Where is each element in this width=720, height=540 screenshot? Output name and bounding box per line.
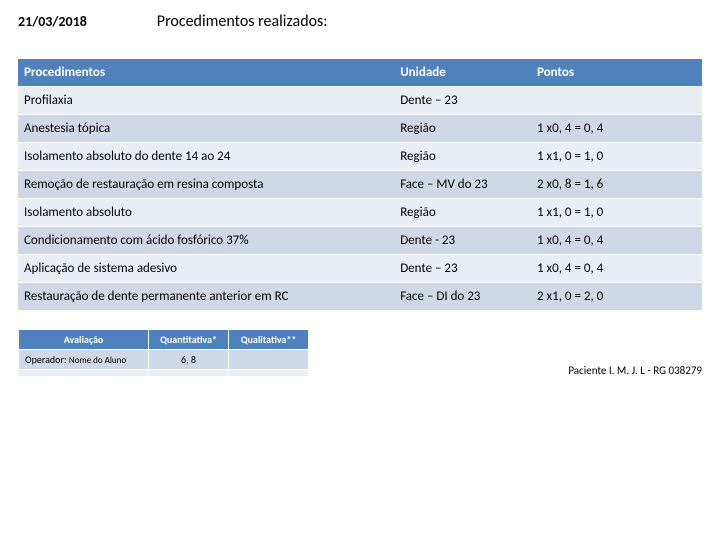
cell-points: 1 x1, 0 = 1, 0 xyxy=(531,199,702,227)
procedures-table: Procedimentos Unidade Pontos Profilaxia … xyxy=(18,59,702,311)
table-row: Anestesia tópica Região 1 x0, 4 = 0, 4 xyxy=(18,115,702,143)
cell-unit: Dente – 23 xyxy=(394,87,531,115)
table-row: Operador: Nome do Aluno 6, 8 xyxy=(19,350,309,370)
cell-proc: Condicionamento com ácido fosfórico 37% xyxy=(18,227,394,255)
page-title: Procedimentos realizados: xyxy=(157,12,328,31)
col-procedimentos: Procedimentos xyxy=(18,59,394,87)
cell-points: 2 x0, 8 = 1, 6 xyxy=(531,171,702,199)
cell-unit: Face – DI do 23 xyxy=(394,283,531,311)
operator-label: Operador: xyxy=(25,353,67,366)
col-unidade: Unidade xyxy=(394,59,531,87)
table-row xyxy=(19,370,309,377)
table-row: Restauração de dente permanente anterior… xyxy=(18,283,702,311)
table-row: Profilaxia Dente – 23 xyxy=(18,87,702,115)
evaluation-table: Avaliação Quantitativa* Qualitativa** Op… xyxy=(18,329,309,377)
cell-empty xyxy=(19,370,149,377)
col-quantitativa: Quantitativa* xyxy=(149,330,229,350)
cell-proc: Isolamento absoluto xyxy=(18,199,394,227)
table-row: Isolamento absoluto Região 1 x1, 0 = 1, … xyxy=(18,199,702,227)
cell-unit: Região xyxy=(394,199,531,227)
cell-empty xyxy=(149,370,229,377)
table-row: Aplicação de sistema adesivo Dente – 23 … xyxy=(18,255,702,283)
cell-empty xyxy=(229,370,309,377)
table-row: Isolamento absoluto do dente 14 ao 24 Re… xyxy=(18,143,702,171)
cell-points: 1 x0, 4 = 0, 4 xyxy=(531,227,702,255)
cell-unit: Dente - 23 xyxy=(394,227,531,255)
cell-points: 1 x0, 4 = 0, 4 xyxy=(531,255,702,283)
cell-unit: Região xyxy=(394,143,531,171)
table-row: Condicionamento com ácido fosfórico 37% … xyxy=(18,227,702,255)
cell-proc: Profilaxia xyxy=(18,87,394,115)
cell-unit: Dente – 23 xyxy=(394,255,531,283)
col-avaliacao: Avaliação xyxy=(19,330,149,350)
cell-operator: Operador: Nome do Aluno xyxy=(19,350,149,370)
cell-points xyxy=(531,87,702,115)
header: 21/03/2018 Procedimentos realizados: xyxy=(18,12,702,31)
cell-unit: Região xyxy=(394,115,531,143)
cell-proc: Anestesia tópica xyxy=(18,115,394,143)
cell-proc: Remoção de restauração em resina compost… xyxy=(18,171,394,199)
col-pontos: Pontos xyxy=(531,59,702,87)
cell-unit: Face – MV do 23 xyxy=(394,171,531,199)
operator-name: Nome do Aluno xyxy=(69,355,126,366)
cell-proc: Aplicação de sistema adesivo xyxy=(18,255,394,283)
date: 21/03/2018 xyxy=(18,13,87,30)
table-row: Remoção de restauração em resina compost… xyxy=(18,171,702,199)
cell-quant: 6, 8 xyxy=(149,350,229,370)
cell-qual xyxy=(229,350,309,370)
col-qualitativa: Qualitativa** xyxy=(229,330,309,350)
cell-points: 1 x1, 0 = 1, 0 xyxy=(531,143,702,171)
patient-info: Paciente I. M. J. L - RG 038279 xyxy=(568,348,702,377)
cell-proc: Restauração de dente permanente anterior… xyxy=(18,283,394,311)
cell-points: 1 x0, 4 = 0, 4 xyxy=(531,115,702,143)
cell-proc: Isolamento absoluto do dente 14 ao 24 xyxy=(18,143,394,171)
cell-points: 2 x1, 0 = 2, 0 xyxy=(531,283,702,311)
footer: Avaliação Quantitativa* Qualitativa** Op… xyxy=(18,329,702,377)
